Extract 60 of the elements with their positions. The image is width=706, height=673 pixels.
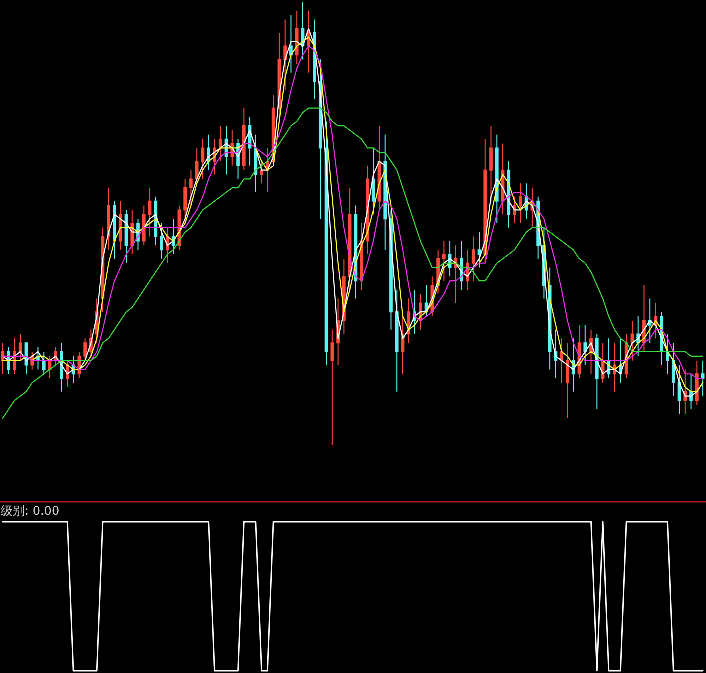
candlestick [36, 347, 40, 370]
candlestick [118, 200, 122, 251]
candlestick [584, 324, 588, 366]
candlestick [595, 334, 599, 410]
candlestick [1, 342, 5, 375]
candlestick [172, 218, 176, 256]
chart-title: 级别: 0.00 [1, 504, 60, 518]
candlestick [490, 126, 493, 202]
candlestick [636, 316, 640, 357]
candlestick [301, 2, 305, 60]
candlestick [307, 10, 311, 74]
candlestick [395, 289, 399, 392]
candlestick [13, 338, 16, 375]
candlestick [42, 351, 46, 375]
candlestick [107, 188, 111, 251]
candlestick [207, 134, 211, 171]
candlestick [572, 338, 576, 392]
candlestick [84, 338, 87, 362]
candlestick [201, 138, 205, 180]
candlestick [472, 236, 476, 282]
candlestick [18, 334, 22, 362]
candlestick [460, 240, 464, 290]
candlestick [590, 329, 593, 375]
candlestick [696, 360, 699, 406]
candlestick [218, 126, 222, 162]
candlestick [519, 183, 522, 224]
candlestick [284, 19, 288, 92]
candlestick [424, 285, 428, 318]
candlestick [454, 245, 458, 304]
candlestick [295, 10, 299, 65]
candlestick [190, 170, 193, 206]
candlestick [513, 196, 516, 224]
candlestick [60, 342, 64, 392]
candlestick [184, 178, 187, 224]
candlestick [407, 298, 411, 344]
candlestick [684, 369, 688, 414]
candlestick [642, 285, 646, 352]
candlestick [290, 14, 293, 74]
candlestick [330, 329, 334, 446]
candlestick [260, 160, 264, 184]
candlestick [242, 108, 246, 171]
candlestick [401, 316, 405, 375]
candlestick [648, 298, 652, 344]
candlestick [448, 240, 452, 278]
candlestick [254, 134, 258, 193]
candlestick [690, 374, 693, 410]
candlestick [554, 329, 558, 380]
candlestick [560, 338, 564, 384]
candlestick [148, 188, 152, 238]
candlestick [672, 342, 676, 397]
candlestick [566, 342, 570, 419]
candlestick [372, 148, 376, 216]
candlestick [630, 320, 634, 362]
candlestick [701, 360, 705, 397]
candlestick [195, 148, 199, 184]
candlestick [613, 342, 616, 392]
candlestick [160, 223, 164, 260]
candlestick [666, 334, 670, 375]
candlestick [442, 240, 446, 282]
candlestick [478, 232, 482, 268]
